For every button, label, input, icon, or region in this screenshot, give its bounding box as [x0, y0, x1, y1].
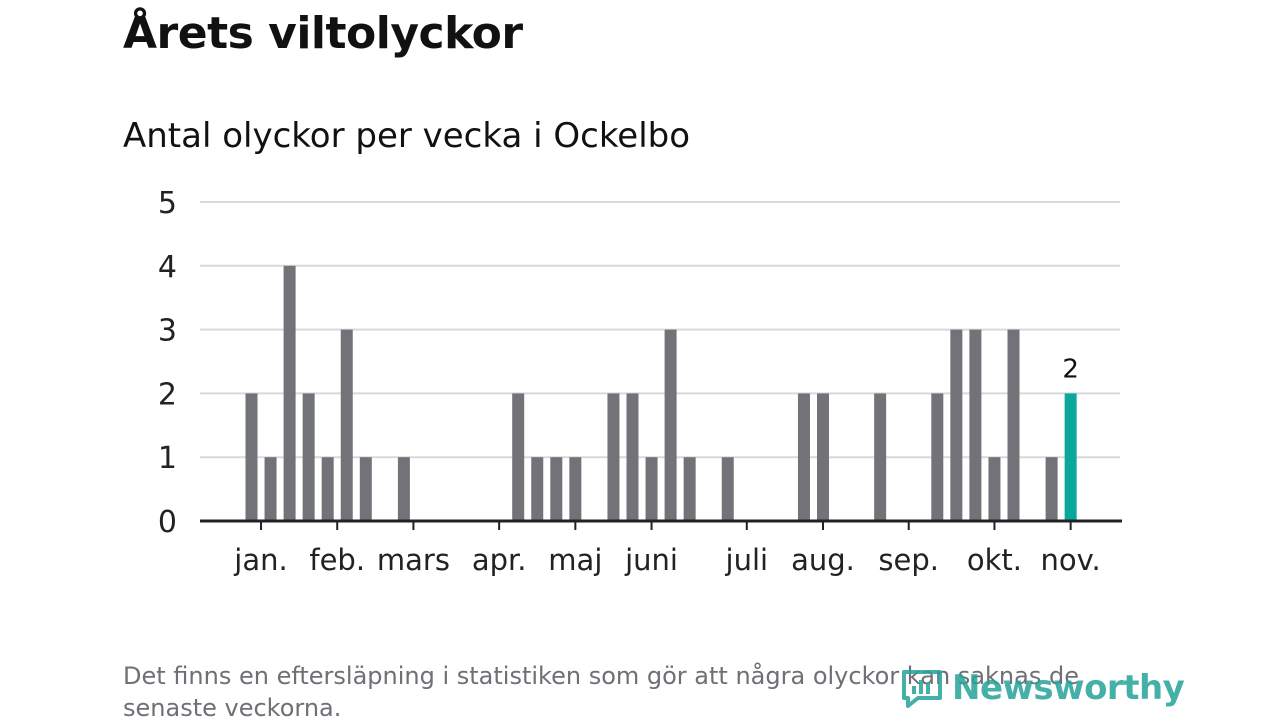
- bar: [512, 393, 525, 521]
- bar: [283, 265, 296, 521]
- x-tick-label: mars: [377, 543, 450, 577]
- brand-logo: Newsworthy: [900, 666, 1185, 710]
- bar: [264, 457, 277, 521]
- bar: [797, 393, 810, 521]
- x-tick-label: sep.: [878, 543, 939, 577]
- x-axis-ticks: jan. feb. mars apr. maj juni juli aug. sep. okt. n…: [233, 521, 1101, 577]
- y-tick-label: 4: [158, 250, 177, 285]
- x-tick-label: apr.: [472, 543, 527, 577]
- x-tick-label: juni: [624, 543, 678, 577]
- newsworthy-logo-icon: [902, 670, 942, 708]
- bar: [245, 393, 258, 521]
- data-labels: 2: [1062, 354, 1079, 384]
- bar: [607, 393, 620, 521]
- bar: [569, 457, 582, 521]
- bar: [874, 393, 887, 521]
- brand-name: Newsworthy: [952, 668, 1185, 708]
- y-tick-label: 5: [158, 186, 177, 221]
- y-tick-label: 1: [158, 441, 177, 476]
- y-tick-label: 3: [158, 314, 177, 349]
- gridlines: [200, 201, 1120, 459]
- y-tick-label: 0: [158, 505, 177, 540]
- bar: [969, 329, 982, 521]
- bars: [245, 265, 1077, 521]
- data-label: 2: [1062, 354, 1079, 384]
- bar: [721, 457, 734, 521]
- bar: [550, 457, 563, 521]
- x-tick-label: feb.: [309, 543, 365, 577]
- bar: [531, 457, 544, 521]
- bar-chart: 0 1 2 3 4 5 jan. feb. mars apr. maj juni juli aug. se…: [158, 186, 1122, 577]
- bar: [950, 329, 963, 521]
- x-tick-label: juli: [725, 543, 769, 577]
- x-tick-label: aug.: [791, 543, 855, 577]
- bar: [664, 329, 677, 521]
- bar: [626, 393, 639, 521]
- bar: [302, 393, 315, 521]
- x-tick-label: nov.: [1041, 543, 1101, 577]
- bar: [817, 393, 829, 521]
- bar: [1007, 329, 1020, 521]
- y-tick-label: 2: [158, 377, 177, 412]
- bar: [397, 457, 410, 521]
- chart-subtitle: Antal olyckor per vecka i Ockelbo: [123, 116, 691, 156]
- bar: [359, 457, 372, 521]
- x-tick-label: okt.: [967, 543, 1022, 577]
- chart-title: Årets viltolyckor: [123, 8, 523, 59]
- bar: [1045, 457, 1058, 521]
- bar: [931, 393, 944, 521]
- bar: [683, 457, 696, 521]
- y-axis-ticks: 0 1 2 3 4 5: [158, 186, 177, 540]
- bar: [988, 457, 1001, 521]
- bar: [340, 329, 353, 521]
- bar: [321, 457, 334, 521]
- bar-highlight: [1064, 393, 1077, 521]
- x-tick-label: jan.: [233, 543, 287, 577]
- bar: [645, 457, 658, 521]
- x-tick-label: maj: [548, 543, 602, 577]
